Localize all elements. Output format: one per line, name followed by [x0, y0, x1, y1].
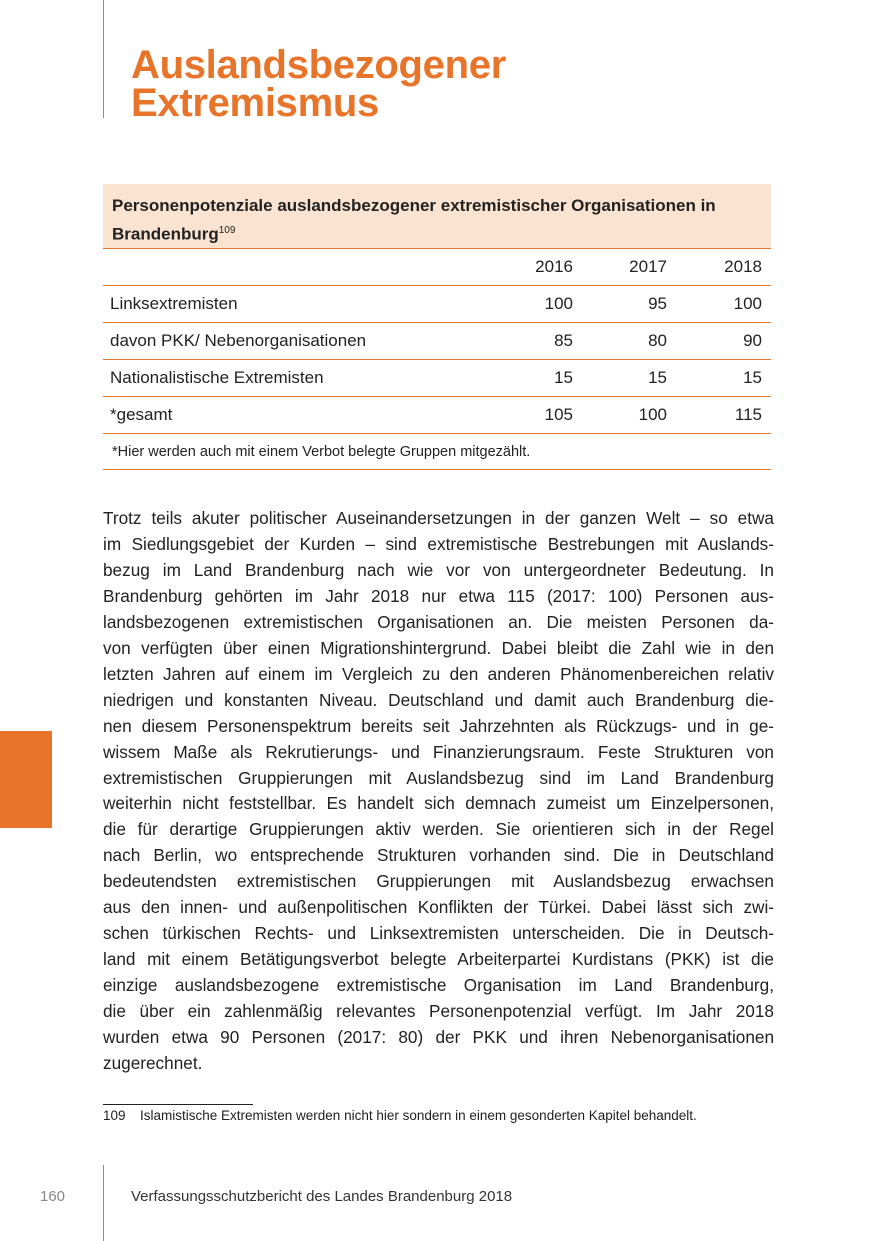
body-line: nen diesem Personenspektrum bereits seit…: [103, 715, 774, 736]
cell-value: 15: [554, 368, 573, 387]
title-line-2: Extremismus: [131, 81, 379, 125]
body-line: niedrigen und konstanten Niveau. Deutsch…: [103, 689, 774, 710]
cell-value: 85: [554, 331, 573, 350]
cell-value: 80: [648, 331, 667, 350]
body-line: wurden etwa 90 Personen (2017: 80) der P…: [103, 1027, 774, 1048]
cell-value: 15: [648, 368, 667, 387]
chapter-marker: [0, 731, 52, 828]
row-label: Linksextremisten: [110, 294, 238, 313]
footnote: 109 Islamistische Extremisten werden nich…: [103, 1108, 697, 1123]
table-caption: Personenpotenziale auslandsbezogener ext…: [103, 184, 771, 249]
top-accent-line: [103, 0, 104, 118]
row-label: davon PKK/ Nebenorganisationen: [110, 331, 367, 350]
footnote-number: 109: [103, 1108, 126, 1123]
body-line: zugerechnet.: [103, 1053, 203, 1074]
footnote-rule: [103, 1104, 253, 1105]
body-line: land mit einem Betätigungsverbot belegte…: [103, 949, 774, 970]
table-row: *gesamt 105 100 115: [103, 397, 771, 434]
body-text: Trotz teils akuter politischer Auseinand…: [103, 506, 774, 1077]
title-line-1: Auslandsbezogener: [131, 43, 506, 87]
column-header: 2017: [629, 257, 667, 276]
body-line: letzten Jahren auf einem im Vergleich zu…: [103, 663, 774, 684]
footer-title: Verfassungsschutzbericht des Landes Bran…: [131, 1188, 513, 1205]
footer-accent-line: [103, 1165, 104, 1241]
table-note: *Hier werden auch mit einem Verbot beleg…: [103, 434, 771, 470]
cell-value: 105: [544, 405, 573, 424]
body-line: landsbezogenen extremistischen Organisat…: [103, 611, 774, 632]
caption-text: Personenpotenziale auslandsbezogener ext…: [112, 196, 716, 244]
cell-value: 15: [743, 368, 762, 387]
body-line: im Siedlungsgebiet der Kurden – sind ext…: [103, 533, 774, 554]
body-line: extremistischen Gruppierungen mit Auslan…: [103, 767, 774, 788]
body-line: aus den innen- und außenpolitischen Konf…: [103, 897, 774, 918]
cell-value: 100: [544, 294, 573, 313]
body-line: bezug im Land Brandenburg nach wie vor v…: [103, 559, 774, 580]
data-table: Personenpotenziale auslandsbezogener ext…: [103, 184, 771, 470]
body-line: einzige auslandsbezogene extremistische …: [103, 975, 774, 996]
column-header: 2016: [535, 257, 573, 276]
body-line: schen türkischen Rechts- und Linksextrem…: [103, 923, 774, 944]
cell-value: 95: [648, 294, 667, 313]
row-label: *gesamt: [110, 405, 173, 424]
footnote-ref: 109: [218, 225, 236, 236]
footnote-text: Islamistische Extremisten werden nicht h…: [140, 1108, 697, 1123]
page-title: Auslandsbezogener Extremismus: [131, 43, 506, 125]
page-number: 160: [40, 1188, 66, 1205]
table-row: davon PKK/ Nebenorganisationen 85 80 90: [103, 323, 771, 360]
table-row: Nationalistische Extremisten 15 15 15: [103, 360, 771, 397]
body-line: die über ein zahlenmäßig relevantes Pers…: [103, 1001, 774, 1022]
column-header: 2018: [724, 257, 762, 276]
table-header-row: 2016 2017 2018: [103, 249, 771, 286]
body-line: Brandenburg gehörten im Jahr 2018 nur et…: [103, 585, 774, 606]
body-line: die für derartige Gruppierungen aktiv we…: [103, 819, 774, 840]
body-line: weiterhin nicht feststellbar. Es handelt…: [103, 793, 774, 814]
table-row: Linksextremisten 100 95 100: [103, 286, 771, 323]
cell-value: 100: [733, 294, 762, 313]
row-label: Nationalistische Extremisten: [110, 368, 324, 387]
cell-value: 90: [743, 331, 762, 350]
cell-value: 100: [638, 405, 667, 424]
body-line: Trotz teils akuter politischer Auseinand…: [103, 508, 774, 528]
body-line: wissem Maße als Rekrutierungs- und Finan…: [103, 741, 774, 762]
body-line: von verfügten über einen Migrationshinte…: [103, 637, 774, 658]
cell-value: 115: [734, 405, 762, 424]
body-line: bedeutendsten extremistischen Gruppierun…: [103, 871, 774, 892]
body-line: nach Berlin, wo entsprechende Strukturen…: [103, 845, 774, 866]
